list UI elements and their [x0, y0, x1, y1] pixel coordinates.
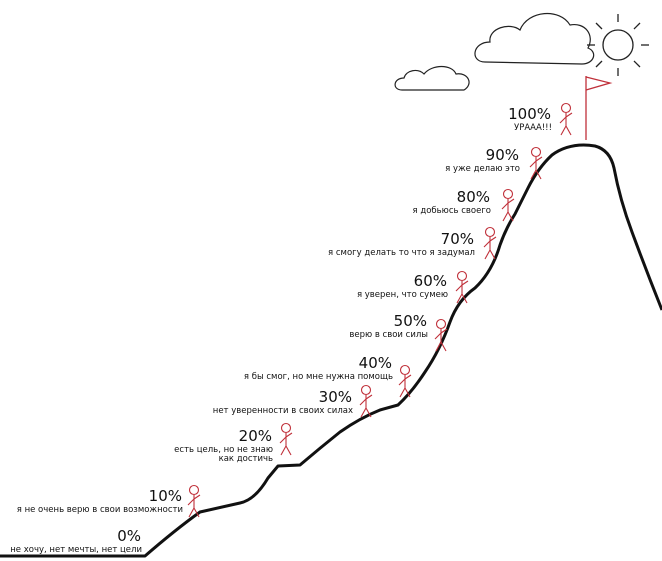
cloud — [394, 65, 470, 91]
step-caption: я не очень верю в свои возможности — [17, 505, 183, 515]
climber — [398, 364, 412, 398]
step-caption: верю в свои силы — [349, 330, 428, 340]
step-caption: я уже делаю это — [445, 164, 520, 174]
percent-label: 20% — [239, 427, 272, 445]
climber-head — [360, 384, 372, 396]
percent-label: 90% — [486, 146, 519, 164]
sun — [587, 14, 649, 76]
climber — [501, 188, 515, 222]
flag — [585, 76, 613, 140]
climber-body — [529, 156, 543, 180]
percent-label: 60% — [414, 272, 447, 290]
step-caption: УРААА!!! — [514, 123, 552, 133]
percent-label: 80% — [457, 188, 490, 206]
climber-body — [483, 236, 497, 260]
climber — [187, 484, 201, 518]
step-caption: не хочу, нет мечты, нет цели — [10, 545, 142, 555]
percent-label: 70% — [441, 230, 474, 248]
step-caption: я бы смог, но мне нужна помощь — [244, 372, 393, 382]
climber — [359, 384, 373, 418]
percent-label: 100% — [508, 105, 551, 123]
climber — [559, 102, 573, 136]
climber-head — [560, 102, 572, 114]
climber — [529, 146, 543, 180]
percent-label: 40% — [359, 354, 392, 372]
climber-head — [484, 226, 496, 238]
climber-head — [280, 422, 292, 434]
percent-label: 0% — [117, 527, 141, 545]
percent-label: 50% — [394, 312, 427, 330]
mountain — [0, 143, 662, 558]
climber-head — [399, 364, 411, 376]
climber-body — [455, 280, 469, 304]
climber-head — [188, 484, 200, 496]
climber-head — [502, 188, 514, 200]
climber — [279, 422, 293, 456]
climber-body — [359, 394, 373, 418]
figures — [187, 102, 573, 518]
step-caption: есть цель, но не знаю — [174, 445, 273, 455]
climber-body — [279, 432, 293, 456]
step-caption: я уверен, что сумею — [357, 290, 448, 300]
climber-body — [187, 494, 201, 518]
labels: 0%не хочу, нет мечты, нет цели 10%я не оч… — [10, 105, 552, 555]
climber-body — [501, 198, 515, 222]
percent-label: 10% — [149, 487, 182, 505]
step-caption: как достичь — [219, 454, 273, 464]
step-caption: я смогу делать то что я задумал — [328, 248, 475, 258]
step-caption: я добьюсь своего — [413, 206, 491, 216]
climber-body — [398, 374, 412, 398]
climber-head — [435, 318, 447, 330]
climber — [434, 318, 448, 352]
climber — [455, 270, 469, 304]
climber — [483, 226, 497, 260]
climber-head — [456, 270, 468, 282]
cloud — [474, 12, 595, 65]
step-caption: нет уверенности в своих силах — [213, 406, 353, 416]
climber-body — [559, 112, 573, 136]
climber-head — [530, 146, 542, 158]
climber-body — [434, 328, 448, 352]
percent-label: 30% — [319, 388, 352, 406]
